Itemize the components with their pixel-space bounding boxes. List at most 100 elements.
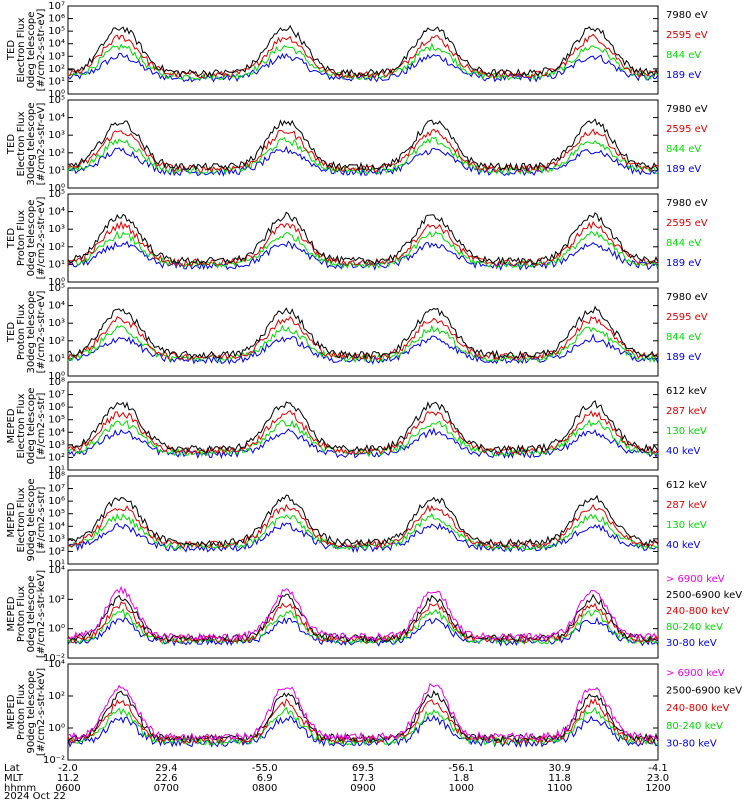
y-axis-label: [#/cm2-s-str] [36,486,47,553]
y-tick-label: 10² [48,148,65,159]
x-tick-label: -56.1 [448,763,474,774]
panel-3: 10⁰ 10¹ 10² 10³ 10⁴ 10⁵ TED Proton Flux 0deg tel… [6,189,708,288]
x-axis-row-hhmm: hhmm 0600 0700 0800 0900 1000 1100 1200 [4,783,671,794]
y-axis-label: Electron Flux [16,393,27,458]
legend-entry: 612 keV [666,480,707,491]
x-tick-label: 22.6 [155,773,177,784]
panel-frame [67,5,659,95]
x-tick-label: 29.4 [155,763,177,774]
series-trace [67,211,659,266]
legend-entry: 844 eV [666,144,701,155]
x-tick-label: -55.0 [252,763,278,774]
legend-entry: 7980 eV [666,10,708,21]
panel-frame [67,99,659,189]
legend-entry: 2595 eV [666,218,708,229]
legend-entry: 287 keV [666,406,707,417]
y-tick-label: 10¹ [48,559,65,570]
x-row-label: hhmm [4,783,36,794]
y-tick-label: 10⁶ [48,14,65,25]
y-axis-label: 0deg telescope [26,200,37,277]
y-tick-label: 10² [48,691,65,702]
y-axis-label: 90deg telescope [26,670,37,753]
y-tick-label: 10² [48,546,65,557]
y-tick-label: 10¹ [48,76,65,87]
y-tick-label: 10² [48,64,65,75]
y-tick-label: 10⁴ [48,39,65,50]
legend-entry: > 6900 keV [666,574,725,585]
y-axis-label: [#/cm2-s-str-keV] [36,668,47,756]
legend-entry: 2595 eV [666,312,708,323]
y-tick-label: 10⁷ [48,1,65,12]
panel-frame [67,663,659,761]
y-tick-label: 10⁵ [48,415,65,426]
series-trace [67,136,659,176]
y-tick-label: 10² [48,336,65,347]
x-tick-label: 17.3 [352,773,374,784]
series-trace [67,324,659,364]
series-trace [67,128,659,174]
series-trace [67,683,659,742]
series-trace [67,305,659,360]
legend-entry: 7980 eV [666,292,708,303]
legend-entry: 30-80 keV [666,638,717,649]
series-trace [67,593,659,643]
x-tick-label: 30.9 [549,763,571,774]
legend-entry: 189 eV [666,352,701,363]
y-tick-label: 10³ [48,224,65,235]
y-axis-label: TED [6,322,17,343]
y-axis-label: TED [6,134,17,155]
y-tick-label: 10⁵ [48,509,65,520]
x-axis-row-lat: Lat -2.0 29.4 -55.0 69.5 -56.1 30.9 -4.1 [4,763,668,774]
panel-2: 10⁰ 10¹ 10² 10³ 10⁴ 10⁵ TED Electron Flux 30deg … [6,95,708,194]
legend-entry: 189 eV [666,164,701,175]
y-tick-label: 10⁰ [48,277,65,288]
y-axis-label: [#/cm2-s-str] [36,392,47,459]
y-axis-label: [#/cm2-s-str-eV] [36,197,47,280]
y-tick-label: 10⁴ [48,427,65,438]
y-tick-label: 10⁴ [48,113,65,124]
y-axis-label: 0deg telescope [26,388,37,465]
y-axis-label: Electron Flux [16,487,27,552]
legend-entry: 844 eV [666,332,701,343]
x-tick-label: 11.8 [549,773,571,784]
y-tick-label: 10⁵ [48,26,65,37]
panel-8: 10⁻² 10⁰ 10² 10⁴ MEPED Proton Flux 90deg teles… [6,659,742,766]
y-axis-label: Proton Flux [16,586,27,642]
y-axis-label: [#/cm2-s-str-eV] [36,291,47,374]
y-tick-label: 10⁷ [48,484,65,495]
legend-entry: 844 eV [666,50,701,61]
x-row-label: MLT [4,773,24,784]
y-axis-label: 0deg telescope [26,576,37,653]
x-tick-label: 1200 [645,783,670,794]
series-trace [67,145,659,177]
x-tick-label: -4.1 [648,763,668,774]
y-tick-label: 10³ [48,51,65,62]
x-tick-label: 0600 [55,783,80,794]
series-trace [67,494,659,548]
legend-entry: 2500-6900 keV [666,686,742,697]
y-tick-label: 10⁰ [48,371,65,382]
series-trace [67,33,659,79]
x-tick-label: 0800 [252,783,277,794]
y-tick-label: 10⁰ [48,723,65,734]
y-axis-label: [#/cm2-s-str-keV] [36,570,47,658]
y-tick-label: 10² [48,594,65,605]
y-tick-label: 10⁻² [43,755,65,766]
y-tick-label: 10¹ [48,353,65,364]
series-trace [67,220,659,267]
y-axis-label: 90deg telescope [26,478,37,561]
series-trace [67,409,659,456]
y-axis-label: MEPED [6,596,17,631]
legend-entry: 130 keV [666,426,707,437]
y-tick-label: 10¹ [48,465,65,476]
y-axis-label: [#/cm2-s-str-eV] [36,9,47,92]
y-tick-label: 10⁻² [43,653,65,664]
series-trace [67,697,659,746]
y-tick-label: 10⁶ [48,496,65,507]
x-tick-label: 1100 [547,783,572,794]
legend-entry: 30-80 keV [666,738,717,749]
y-tick-label: 10⁸ [48,471,65,482]
y-tick-label: 10⁷ [48,390,65,401]
legend-entry: 40 keV [666,540,700,551]
